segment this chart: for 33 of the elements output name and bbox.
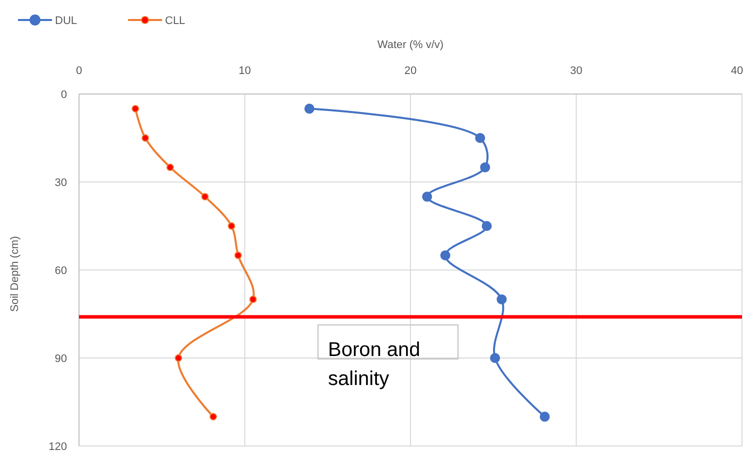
point: [210, 412, 217, 420]
y-tick-label: 120: [48, 441, 67, 453]
point: [234, 252, 242, 260]
y-tick-label: 0: [60, 89, 67, 101]
point: [480, 162, 490, 172]
point: [540, 412, 550, 422]
x-tick-label: 0: [76, 65, 82, 77]
x-axis-title: Water (% v/v): [377, 39, 444, 51]
y-tick-label: 30: [54, 177, 67, 189]
x-tick-label: 40: [730, 65, 744, 77]
x-tick-label: 10: [238, 65, 251, 77]
point: [174, 354, 182, 362]
y-tick-label: 90: [54, 353, 67, 365]
point: [496, 294, 507, 304]
legend-label: DUL: [55, 15, 78, 27]
x-tick-label: 20: [404, 65, 417, 77]
y-tick-label: 60: [54, 265, 67, 277]
y-axis-title: Soil Depth (cm): [9, 236, 21, 312]
point: [304, 104, 314, 114]
point: [166, 164, 174, 172]
x-tick-label: 30: [570, 65, 582, 77]
point: [142, 134, 149, 142]
point: [440, 250, 450, 260]
point: [422, 192, 432, 202]
point: [482, 221, 492, 231]
point: [490, 353, 500, 363]
point: [201, 192, 209, 200]
point: [249, 296, 257, 304]
legend-label: CLL: [165, 15, 186, 27]
point: [228, 222, 236, 230]
annotation: Boron and salinity: [328, 338, 420, 390]
point: [132, 104, 140, 112]
point: [475, 133, 486, 143]
